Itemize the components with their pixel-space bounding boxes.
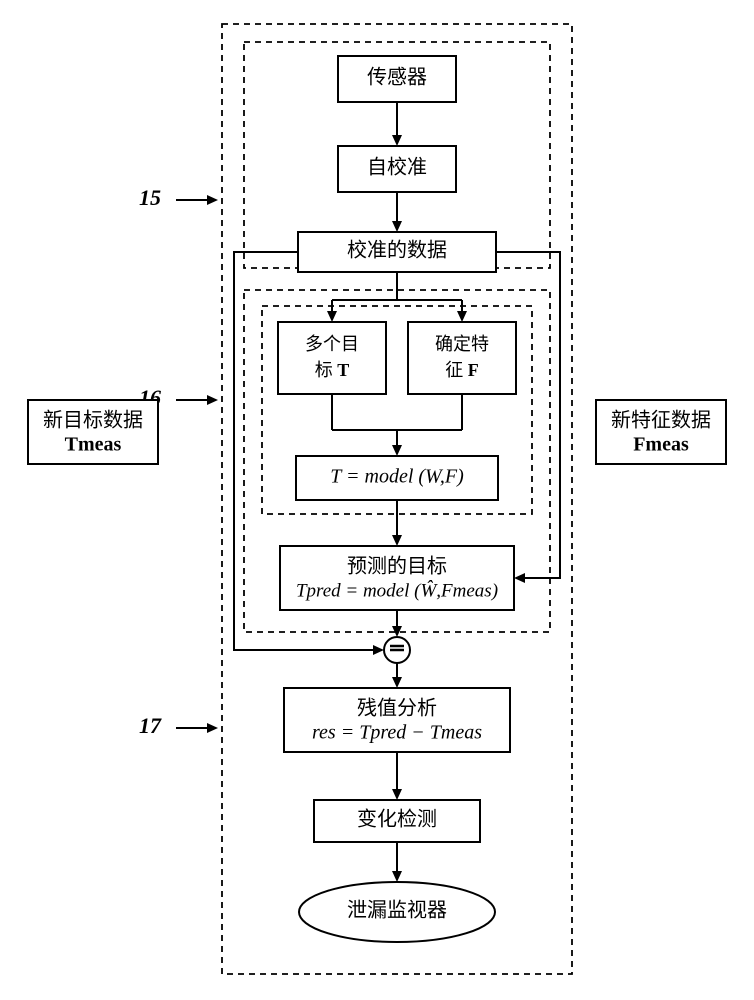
svg-text:15: 15	[139, 185, 161, 210]
svg-text:res = Tpred − Tmeas: res = Tpred − Tmeas	[312, 722, 482, 744]
svg-text:Tmeas: Tmeas	[65, 434, 122, 456]
svg-text:多个目: 多个目	[305, 334, 359, 354]
svg-text:Tpred = model (Ŵ,Fmeas): Tpred = model (Ŵ,Fmeas)	[296, 579, 498, 601]
svg-text:预测的目标: 预测的目标	[347, 555, 447, 578]
svg-text:残值分析: 残值分析	[357, 697, 437, 720]
svg-text:T = model (W,F): T = model (W,F)	[330, 466, 464, 488]
svg-text:校准的数据: 校准的数据	[347, 239, 447, 262]
svg-text:征 F: 征 F	[445, 360, 479, 380]
svg-text:变化检测: 变化检测	[357, 808, 437, 831]
svg-text:泄漏监视器: 泄漏监视器	[347, 899, 447, 922]
svg-text:传感器: 传感器	[367, 66, 427, 89]
svg-text:确定特: 确定特	[435, 334, 489, 354]
svg-text:17: 17	[139, 713, 162, 738]
svg-text:自校准: 自校准	[367, 156, 427, 179]
svg-text:新目标数据: 新目标数据	[43, 409, 143, 432]
svg-text:标 T: 标 T	[315, 360, 350, 380]
svg-text:Fmeas: Fmeas	[633, 434, 689, 456]
svg-text:新特征数据: 新特征数据	[611, 409, 711, 432]
